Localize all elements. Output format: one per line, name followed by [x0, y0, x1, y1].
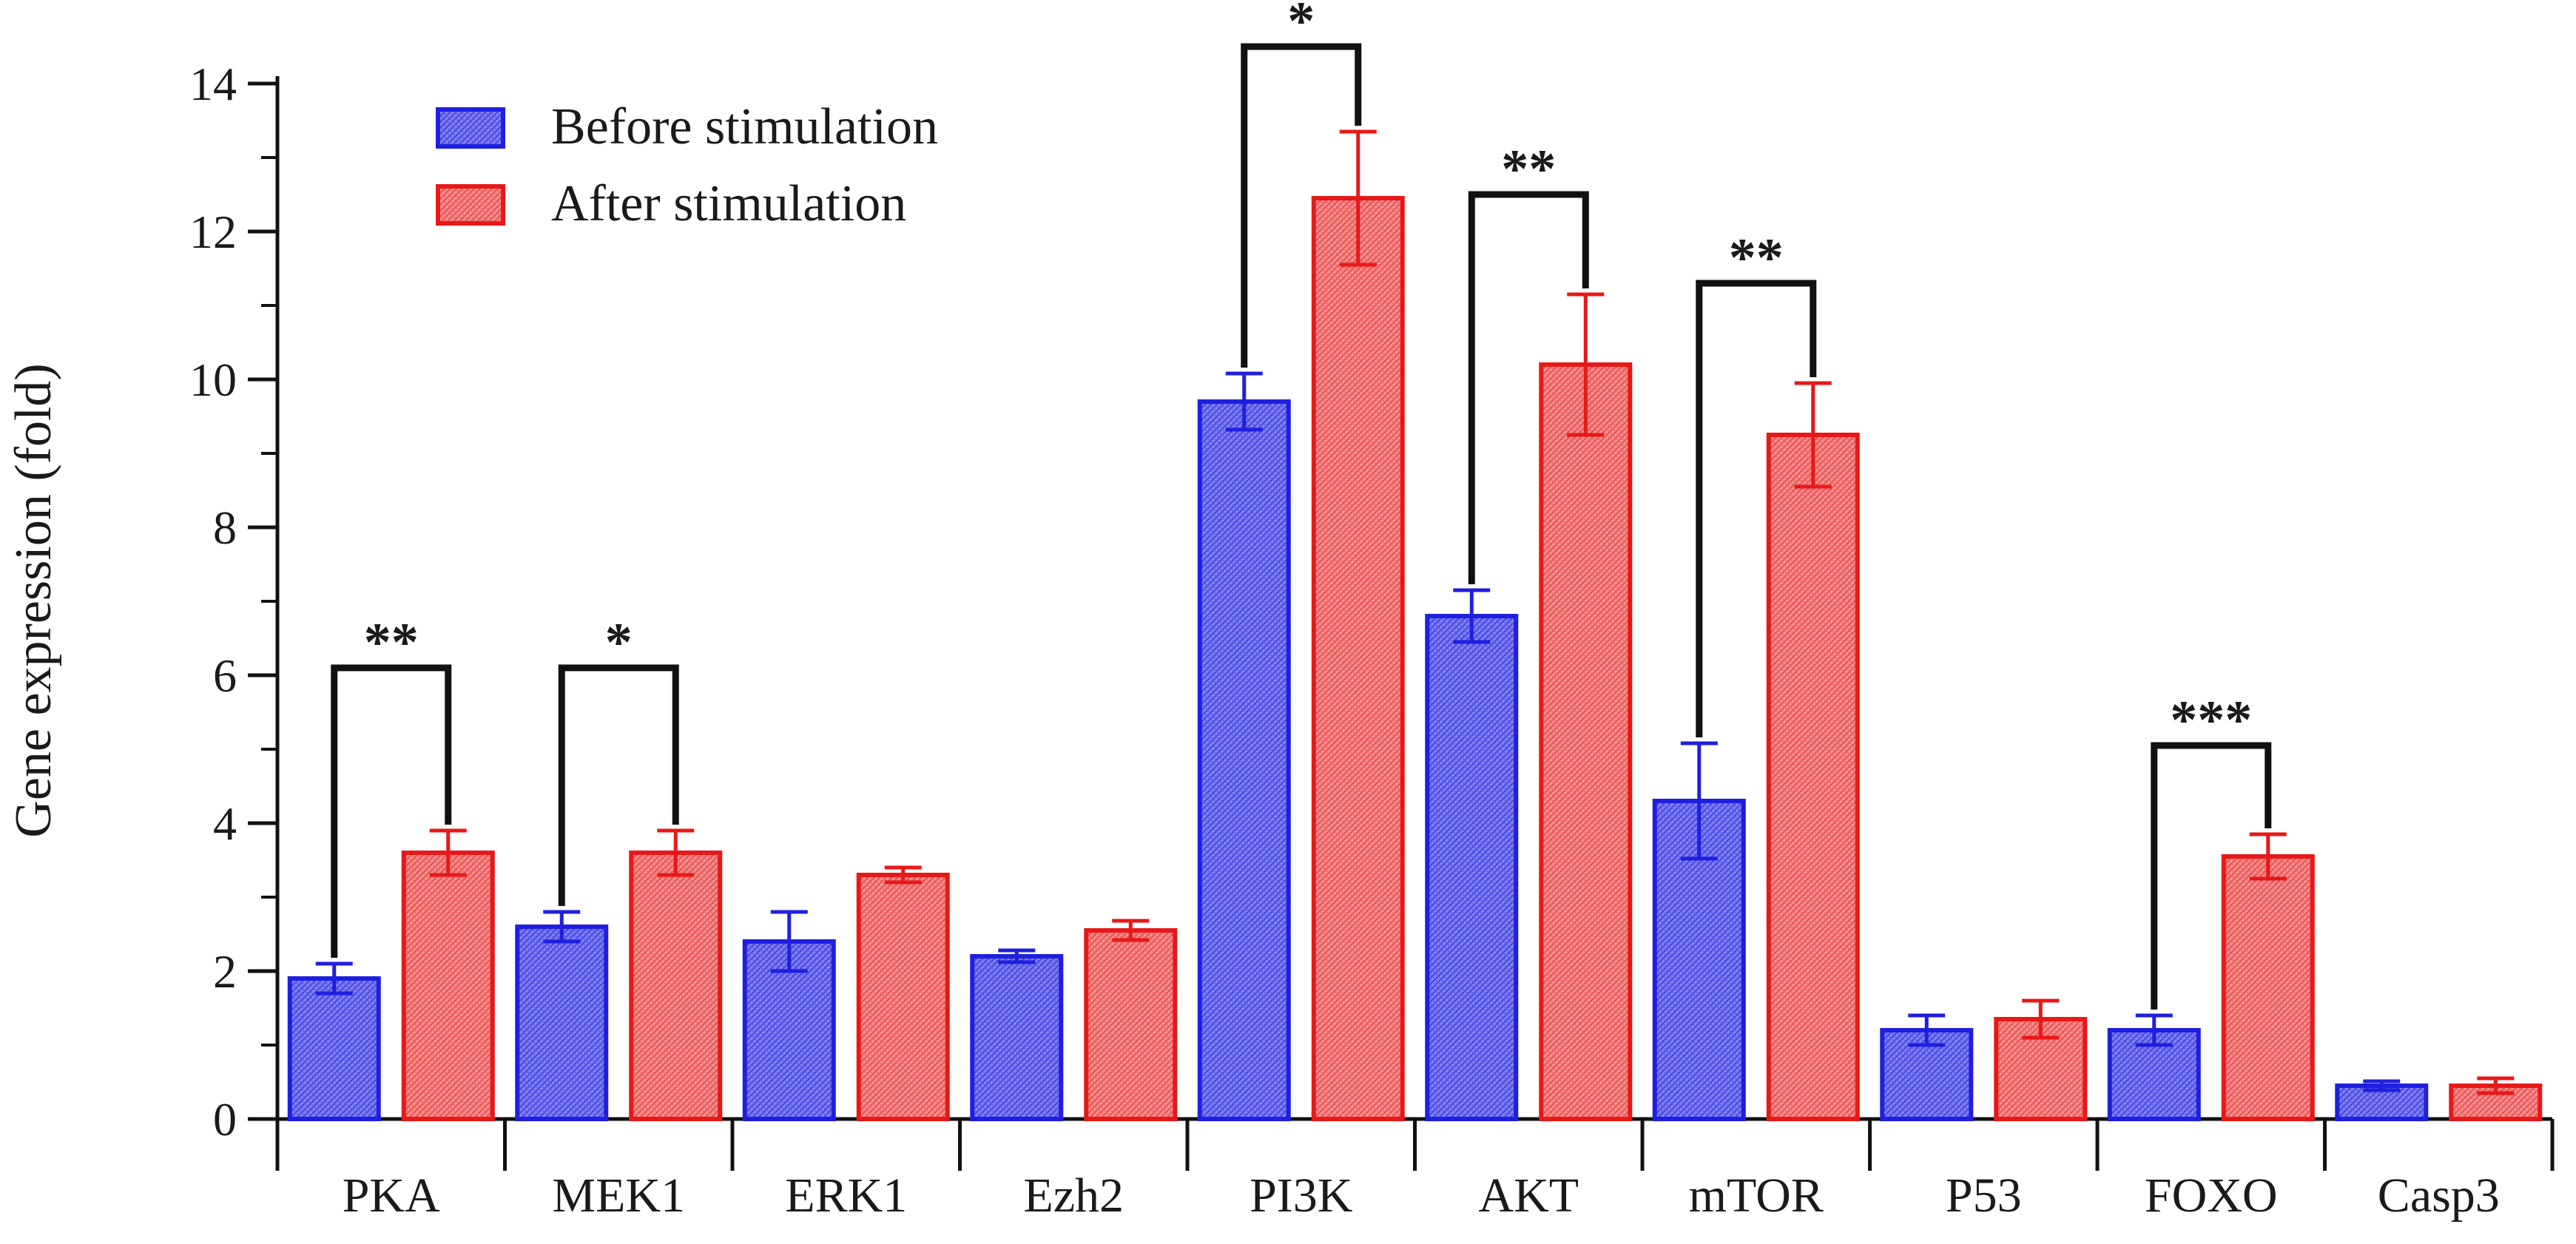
category-label-mtor: mTOR	[1689, 1169, 1824, 1223]
legend-label-before: Before stimulation	[551, 98, 938, 155]
category-label-mek1: MEK1	[552, 1169, 685, 1223]
bar-before-pka	[287, 976, 381, 1121]
y-tick-label: 8	[213, 501, 237, 554]
category-label-p53: P53	[1946, 1169, 2022, 1223]
category-label-casp3: Casp3	[2378, 1169, 2500, 1223]
category-label-ezh2: Ezh2	[1023, 1169, 1124, 1223]
bars-group	[287, 196, 2543, 1121]
y-tick-label: 4	[213, 797, 237, 850]
bar-before-mek1	[515, 924, 609, 1121]
significance-bracket-mtor	[1696, 280, 1817, 737]
significance-bracket-foxo	[2151, 742, 2272, 1010]
legend-swatch-before	[436, 107, 505, 149]
significance-bracket-pka	[331, 664, 452, 958]
legend-swatch-after	[436, 184, 505, 226]
category-label-akt: AKT	[1478, 1169, 1579, 1223]
y-tick-label: 0	[213, 1093, 237, 1146]
category-labels: PKA MEK1 ERK1 Ezh2 PI3K AKT mTOR P53 FOXO Casp3	[343, 1169, 2500, 1223]
bar-before-akt	[1425, 614, 1519, 1121]
bar-after-foxo	[2221, 854, 2315, 1121]
y-tick-label: 14	[189, 58, 237, 110]
bar-after-mtor	[1766, 433, 1860, 1121]
y-tick-label: 2	[213, 945, 237, 998]
category-label-pka: PKA	[343, 1169, 440, 1223]
bar-before-erk1	[742, 939, 836, 1121]
bar-after-casp3	[2449, 1084, 2543, 1121]
significance-group: ** *********	[331, 0, 2272, 1010]
y-tick-label: 10	[189, 354, 237, 406]
bar-after-pi3k	[1311, 196, 1405, 1121]
error-bars-group	[315, 129, 2515, 1095]
category-label-erk1: ERK1	[785, 1169, 907, 1223]
category-label-pi3k: PI3K	[1250, 1169, 1352, 1223]
significance-label-mtor: **	[1729, 228, 1784, 288]
significance-label-foxo: ***	[2170, 690, 2252, 751]
significance-label-akt: **	[1501, 139, 1556, 200]
legend-label-after: After stimulation	[551, 175, 906, 232]
significance-bracket-akt	[1468, 191, 1589, 584]
bar-after-erk1	[856, 873, 950, 1121]
legend: Before stimulation After stimulation	[436, 98, 938, 232]
significance-label-mek1: *	[605, 612, 633, 673]
bar-before-ezh2	[970, 954, 1064, 1121]
y-axis-title: Gene expression (fold)	[5, 363, 62, 837]
bar-before-pi3k	[1197, 399, 1291, 1121]
significance-bracket-pi3k	[1241, 43, 1362, 368]
significance-label-pka: **	[364, 612, 419, 673]
category-label-foxo: FOXO	[2145, 1169, 2278, 1223]
bar-after-mek1	[629, 851, 723, 1121]
y-tick-label: 12	[189, 206, 237, 258]
bar-after-pka	[401, 851, 495, 1121]
significance-bracket-mek1	[558, 664, 679, 906]
y-tick-label: 6	[213, 649, 237, 702]
significance-label-pi3k: *	[1287, 0, 1315, 52]
bar-after-akt	[1539, 362, 1633, 1121]
bar-after-ezh2	[1084, 928, 1178, 1121]
